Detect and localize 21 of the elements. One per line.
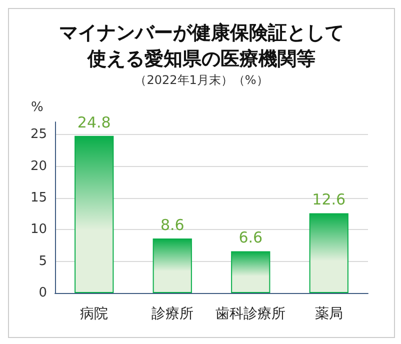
data-label: 6.6	[238, 228, 263, 247]
data-label: 24.8	[77, 113, 111, 132]
y-axis-title: %	[31, 100, 44, 115]
y-tick-label: 25	[30, 127, 47, 142]
x-tick-label: 病院	[80, 306, 108, 322]
chart-subtitle: （2022年1月末）（%）	[134, 73, 268, 87]
y-tick-label: 5	[38, 254, 47, 269]
bar	[309, 213, 348, 293]
data-label: 12.6	[312, 190, 346, 209]
y-tick-label: 0	[38, 286, 47, 300]
x-tick-label: 薬局	[314, 306, 343, 322]
bar	[231, 251, 270, 293]
y-tick-label: 20	[30, 158, 47, 174]
bar	[74, 136, 114, 293]
y-tick-label: 10	[30, 222, 47, 238]
chart-title: マイナンバーが健康保険証として使える愛知県の医療機関等	[59, 22, 344, 70]
x-tick-label: 歯科診療所	[216, 306, 286, 322]
bar	[152, 238, 192, 293]
x-tick-label: 診療所	[151, 306, 194, 322]
y-tick-label: 15	[30, 190, 47, 206]
data-label: 8.6	[160, 216, 184, 234]
